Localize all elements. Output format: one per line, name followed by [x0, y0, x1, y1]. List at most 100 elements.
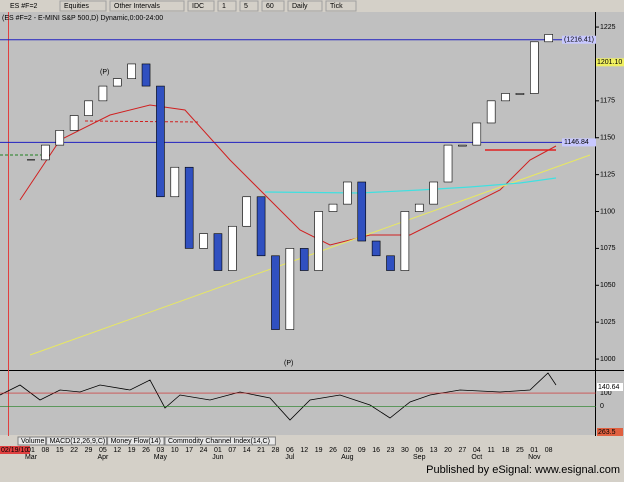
candle: [84, 100, 93, 116]
day-label: 01: [530, 447, 538, 454]
candle: [486, 100, 496, 124]
toolbar-button-label[interactable]: Other Intervals: [114, 3, 160, 10]
candle: [242, 196, 251, 227]
toolbar-button-label[interactable]: Tick: [330, 3, 343, 10]
candle: [314, 211, 323, 271]
candle: [458, 144, 467, 147]
day-label: 11: [488, 447, 495, 454]
day-label: 06: [286, 447, 294, 454]
y-tick-label: 0: [600, 403, 604, 410]
annotation: (P): [100, 69, 109, 76]
day-label: 01: [214, 447, 222, 454]
day-label: 27: [459, 447, 467, 454]
toolbar-button-label[interactable]: 60: [266, 3, 274, 10]
month-label: Oct: [471, 454, 482, 461]
tab-label[interactable]: Commodity Channel Index(14,C): [168, 438, 270, 445]
toolbar-button[interactable]: [109, 0, 185, 12]
candle: [386, 255, 395, 271]
y-tick-label: 1000: [600, 356, 616, 363]
toolbar-button[interactable]: [325, 0, 357, 12]
tab[interactable]: [46, 436, 108, 446]
day-label: 07: [228, 447, 236, 454]
candle: [443, 144, 453, 183]
candle: [501, 93, 510, 102]
y-tick-label: 100: [600, 390, 612, 397]
day-label: 16: [372, 447, 380, 454]
tab[interactable]: [107, 436, 165, 446]
day-label: 17: [185, 447, 193, 454]
tab-label[interactable]: MACD(12,26,9,C): [50, 438, 106, 445]
day-label: 03: [157, 447, 165, 454]
toolbar-button[interactable]: [261, 0, 285, 12]
candle: [98, 85, 108, 102]
day-label: 08: [41, 447, 49, 454]
start-date-box: [0, 446, 30, 454]
month-label: Jun: [212, 454, 223, 461]
tab-label[interactable]: Money Flow(14): [111, 438, 161, 445]
candle: [343, 181, 352, 205]
symbol[interactable]: ES #F=2: [10, 3, 38, 10]
candle: [544, 34, 553, 43]
value-box: [597, 383, 623, 391]
day-label: 19: [128, 447, 136, 454]
day-label: 19: [315, 447, 323, 454]
dashed-level: [84, 120, 201, 123]
toolbar-button-label[interactable]: 1: [222, 3, 226, 10]
candle: [228, 225, 237, 271]
tab[interactable]: [164, 436, 276, 446]
y-tick-label: 1175: [600, 98, 615, 105]
tab-label[interactable]: Volume: [21, 438, 44, 445]
toolbar-button[interactable]: [287, 0, 323, 12]
price-tag: [596, 58, 624, 67]
day-label: 08: [545, 447, 553, 454]
day-label: 10: [171, 447, 179, 454]
level-label: (1216.41): [564, 37, 594, 44]
candle: [127, 63, 136, 80]
month-label: Apr: [97, 454, 109, 461]
y-tick-label: 1075: [600, 245, 616, 252]
month-label: Jul: [285, 454, 294, 461]
candle: [285, 248, 295, 330]
toolbar-button[interactable]: [239, 0, 259, 12]
candle: [400, 211, 410, 271]
day-label: 14: [243, 447, 251, 454]
candle: [256, 196, 266, 257]
day-label: 26: [142, 447, 150, 454]
toolbar-button[interactable]: [59, 0, 107, 12]
toolbar-button[interactable]: [217, 0, 237, 12]
candle: [41, 144, 50, 161]
candle: [414, 203, 424, 212]
y-tick-label: 1225: [600, 24, 616, 31]
price-pane: [0, 12, 596, 370]
day-label: 24: [200, 447, 208, 454]
date-axis: [0, 446, 624, 460]
tab[interactable]: [17, 436, 47, 446]
month-label: May: [154, 454, 168, 461]
day-label: 21: [257, 447, 265, 454]
month-label: Nov: [528, 454, 541, 461]
candle: [112, 78, 122, 87]
toolbar-button-label[interactable]: Daily: [292, 3, 308, 10]
month-label: Sep: [413, 454, 426, 461]
footer: Published by eSignal: www.esignal.com: [426, 464, 620, 476]
candle: [529, 41, 539, 94]
day-label: 09: [358, 447, 366, 454]
toolbar-button-label[interactable]: 5: [244, 3, 248, 10]
toolbar-button-label[interactable]: IDC: [192, 3, 204, 10]
day-label: 18: [502, 447, 510, 454]
day-label: 23: [387, 447, 395, 454]
candle: [141, 63, 151, 87]
day-label: 12: [113, 447, 121, 454]
tab-bar: [0, 436, 596, 446]
candle: [429, 181, 438, 205]
toolbar-button-label[interactable]: Equities: [64, 3, 89, 10]
candle: [328, 203, 338, 212]
y-tick-label: 1025: [600, 319, 616, 326]
cci-line: [0, 372, 557, 421]
toolbar-button[interactable]: [187, 0, 215, 12]
day-label: 05: [99, 447, 107, 454]
trend-line: [29, 154, 591, 356]
candle: [515, 93, 525, 95]
